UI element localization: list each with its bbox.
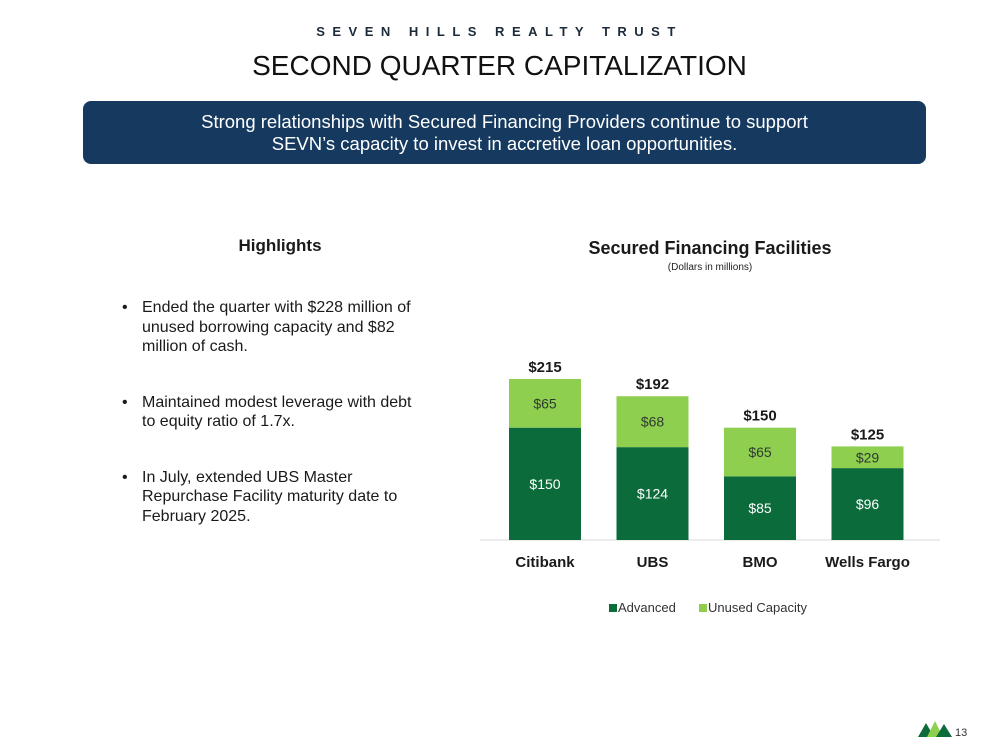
category-label: BMO xyxy=(743,554,778,571)
banner-line-1: Strong relationships with Secured Financ… xyxy=(201,111,808,132)
data-label: $150 xyxy=(529,476,560,492)
chart-title: Secured Financing Facilities xyxy=(588,238,832,258)
total-label: $125 xyxy=(851,426,884,443)
bar-unused-bmo xyxy=(724,427,796,477)
total-label: $215 xyxy=(528,359,561,376)
category-label: Citibank xyxy=(515,554,575,571)
bar-unused-citibank xyxy=(509,379,581,428)
highlight-item: • In July, extended UBS Master Repurchase… xyxy=(122,468,398,525)
financing-bar-chart: $150 $65 $215 Citibank $124 $68 $192 UBS $85 $65 $… xyxy=(480,359,940,615)
data-label: $124 xyxy=(637,486,668,502)
banner-line-2: SEVN’s capacity to invest in accretive l… xyxy=(271,133,738,154)
category-label: UBS xyxy=(637,554,669,571)
summary-banner: Strong relationships with Secured Financ… xyxy=(83,101,926,164)
page-title: SECOND QUARTER CAPITALIZATION xyxy=(252,50,747,81)
highlight-text: Maintained modest leverage with debt to … xyxy=(142,393,412,431)
highlights-list: • Ended the quarter with $228 million of … xyxy=(120,298,425,562)
highlight-text: In July, extended UBS Master Repurchase … xyxy=(142,468,398,525)
data-label: $65 xyxy=(533,395,557,411)
total-label: $192 xyxy=(636,376,669,393)
bar-advanced-citibank xyxy=(509,427,581,540)
highlights-heading: Highlights xyxy=(238,236,322,255)
highlight-item: • Maintained modest leverage with debt to… xyxy=(122,393,412,431)
category-label: Wells Fargo xyxy=(825,554,910,571)
company-name: SEVEN HILLS REALTY TRUST xyxy=(316,24,683,39)
legend-label-advanced: Advanced xyxy=(618,600,676,615)
data-label: $96 xyxy=(856,496,880,512)
bar-advanced-ubs xyxy=(616,447,689,540)
highlight-text: Ended the quarter with $228 million of u… xyxy=(142,299,411,355)
bar-advanced-wells-fargo xyxy=(831,468,904,540)
legend-swatch-unused xyxy=(699,604,707,612)
bar-advanced-bmo xyxy=(724,476,796,540)
data-label: $29 xyxy=(856,449,880,465)
company-logo-icon xyxy=(918,721,952,737)
bar-unused-ubs xyxy=(616,396,689,448)
chart-subtitle: (Dollars in millions) xyxy=(667,262,753,273)
data-label: $85 xyxy=(748,500,772,516)
highlight-item: • Ended the quarter with $228 million of … xyxy=(122,299,411,355)
legend-swatch-advanced xyxy=(609,604,617,612)
data-label: $68 xyxy=(641,414,665,430)
total-label: $150 xyxy=(743,408,776,425)
data-label: $65 xyxy=(748,444,772,460)
page-number: 13 xyxy=(955,727,968,739)
legend-label-unused: Unused Capacity xyxy=(708,600,807,615)
bar-unused-wells-fargo xyxy=(831,446,904,469)
